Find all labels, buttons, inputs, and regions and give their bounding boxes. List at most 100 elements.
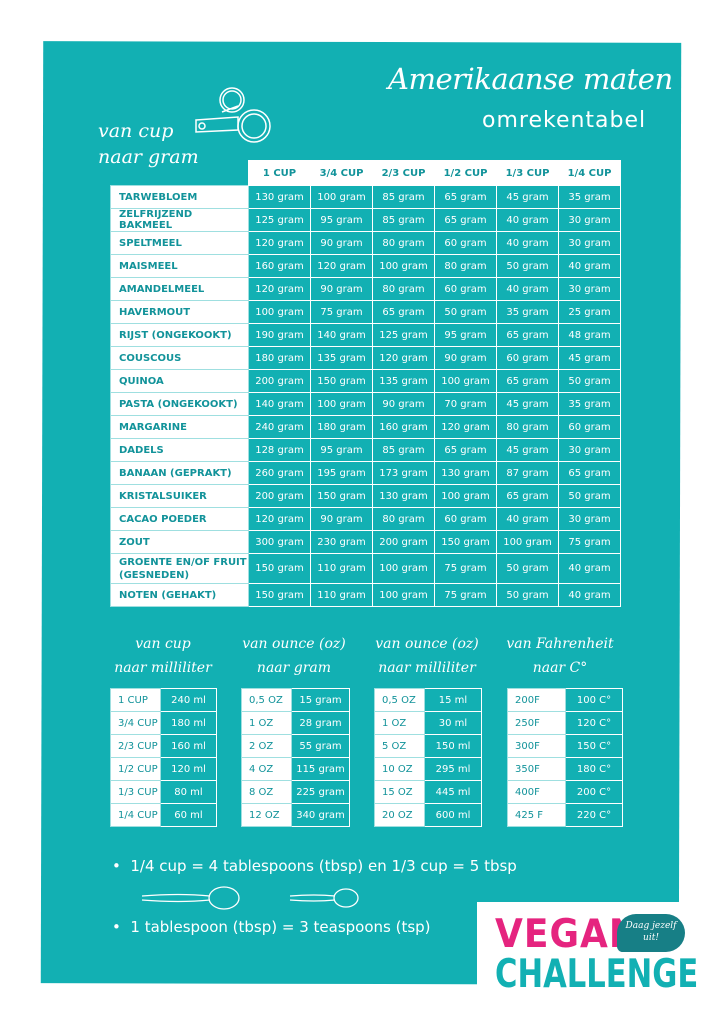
gram-value: 40 gram [558,553,621,584]
table-row: 2/3 CUP 160 ml [110,734,217,758]
gram-value: 80 gram [434,254,497,278]
from-value: 1 CUP [110,688,161,712]
gram-value: 130 gram [372,484,435,508]
column-header: 1 CUP [248,160,311,186]
gram-value: 100 gram [310,392,373,416]
gram-value: 65 gram [558,461,621,485]
to-value: 15 gram [291,688,350,712]
gram-value: 150 gram [310,484,373,508]
table-row: 10 OZ 295 ml [374,757,482,781]
table-row: RIJST (ONGEKOOKT) 190 gram 140 gram 125 gra… [110,323,621,347]
to-value: 340 gram [291,803,350,827]
ingredient-label: COUSCOUS [110,346,249,370]
small-conversion-table: 0,5 OZ 15 gram 1 OZ 28 gram 2 OZ 55 gram 4 OZ 1… [241,688,350,827]
from-value: 1 OZ [374,711,425,735]
gram-value: 45 gram [496,438,559,462]
gram-value: 240 gram [248,415,311,439]
table-row: 400F 200 C° [507,780,623,804]
page-subtitle: omrekentabel [482,108,647,133]
gram-value: 30 gram [558,231,621,255]
gram-value: 50 gram [558,369,621,393]
gram-value: 90 gram [434,346,497,370]
ingredient-label: QUINOA [110,369,249,393]
from-value: 400F [507,780,566,804]
heading-line: van ounce (oz) [242,636,346,652]
table-row: 0,5 OZ 15 gram [241,688,350,712]
gram-value: 45 gram [558,346,621,370]
gram-value: 65 gram [496,369,559,393]
gram-value: 80 gram [372,231,435,255]
table-row: NOTEN (GEHAKT) 150 gram 110 gram 100 gram 75… [110,583,621,607]
ingredient-label: SPELTMEEL [110,231,249,255]
gram-value: 35 gram [496,300,559,324]
gram-value: 90 gram [310,231,373,255]
ingredient-label: RIJST (ONGEKOOKT) [110,323,249,347]
gram-value: 85 gram [372,438,435,462]
to-value: 28 gram [291,711,350,735]
gram-value: 95 gram [310,208,373,232]
gram-value: 65 gram [434,438,497,462]
gram-value: 85 gram [372,185,435,209]
note-item: • 1/4 cup = 4 tablespoons (tbsp) en 1/3 … [112,857,517,875]
table-row: 3/4 CUP 180 ml [110,711,217,735]
gram-value: 95 gram [434,323,497,347]
gram-value: 60 gram [434,507,497,531]
ingredient-label: MARGARINE [110,415,249,439]
table-row: GROENTE EN/OF FRUIT (GESNEDEN) 150 gram 11… [110,553,621,584]
gram-value: 90 gram [372,392,435,416]
table-row: 12 OZ 340 gram [241,803,350,827]
gram-value: 50 gram [496,553,559,584]
gram-value: 130 gram [434,461,497,485]
small-table-heading: van Fahrenheit naar C° [495,632,625,680]
gram-value: 75 gram [434,553,497,584]
to-value: 150 ml [424,734,482,758]
gram-value: 85 gram [372,208,435,232]
gram-value: 135 gram [372,369,435,393]
from-value: 1/2 CUP [110,757,161,781]
gram-value: 75 gram [310,300,373,324]
header-blank [111,161,249,186]
gram-value: 65 gram [434,208,497,232]
gram-value: 90 gram [310,507,373,531]
gram-value: 160 gram [372,415,435,439]
ingredient-label: AMANDELMEEL [110,277,249,301]
gram-value: 45 gram [496,185,559,209]
from-value: 1/3 CUP [110,780,161,804]
gram-value: 120 gram [248,277,311,301]
gram-value: 195 gram [310,461,373,485]
measuring-cups-icon [195,87,271,143]
table-row: 8 OZ 225 gram [241,780,350,804]
table-row: COUSCOUS 180 gram 135 gram 120 gram 90 gram 6… [110,346,621,370]
header-row: 1 CUP 3/4 CUP 2/3 CUP 1/2 CUP 1/3 CUP 1/4 CUP [111,160,621,186]
gram-value: 100 gram [372,553,435,584]
logo-tagline: Daag jezelf uit! [617,914,685,952]
table-row: 200F 100 C° [507,688,623,712]
gram-value: 130 gram [248,185,311,209]
gram-value: 60 gram [496,346,559,370]
table-row: 1/3 CUP 80 ml [110,780,217,804]
gram-value: 45 gram [496,392,559,416]
vegan-challenge-logo: VEGAN CHALLENGE Daag jezelf uit! [477,902,707,1007]
table-row: 300F 150 C° [507,734,623,758]
table-row: QUINOA 200 gram 150 gram 135 gram 100 gram 65… [110,369,621,393]
gram-value: 40 gram [558,254,621,278]
table-row: 250F 120 C° [507,711,623,735]
gram-value: 230 gram [310,530,373,554]
gram-value: 150 gram [248,583,311,607]
column-header: 2/3 CUP [372,160,435,186]
gram-value: 200 gram [372,530,435,554]
main-heading-line: van cup [98,120,174,142]
table-row: 4 OZ 115 gram [241,757,350,781]
from-value: 300F [507,734,566,758]
gram-value: 50 gram [496,254,559,278]
gram-value: 30 gram [558,438,621,462]
heading-line: van Fahrenheit [506,636,614,652]
table-row: SPELTMEEL 120 gram 90 gram 80 gram 60 gram 40… [110,231,621,255]
gram-value: 35 gram [558,392,621,416]
from-value: 2 OZ [241,734,292,758]
ingredient-label: NOTEN (GEHAKT) [110,583,249,607]
gram-value: 110 gram [310,583,373,607]
to-value: 240 ml [160,688,217,712]
gram-value: 60 gram [434,231,497,255]
table-row: 2 OZ 55 gram [241,734,350,758]
